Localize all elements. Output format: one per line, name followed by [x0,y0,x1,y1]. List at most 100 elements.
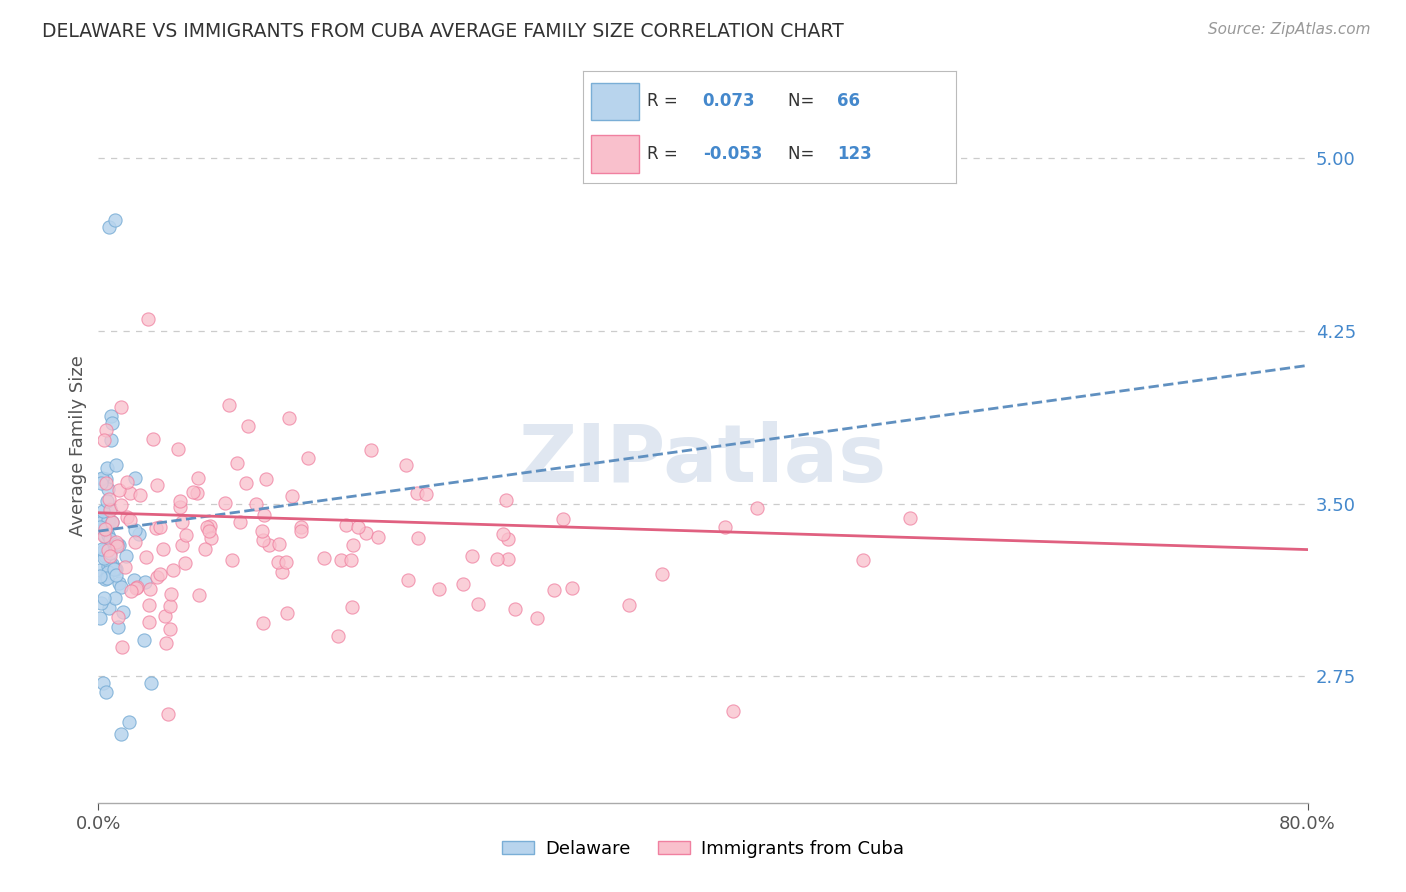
Delaware [107,619,129,633]
Delaware [97,514,120,528]
Immigrants from Cuba [138,615,160,629]
Delaware [91,541,114,556]
Immigrants from Cuba [136,312,159,326]
Immigrants from Cuba [314,550,336,565]
Delaware [110,727,132,741]
Delaware [104,213,127,227]
Immigrants from Cuba [271,566,294,580]
Immigrants from Cuba [852,553,875,567]
Immigrants from Cuba [461,549,484,563]
Delaware [101,416,124,430]
Text: R =: R = [647,93,683,111]
Delaware [118,715,141,730]
Delaware [94,685,117,699]
Immigrants from Cuba [257,538,280,552]
Immigrants from Cuba [124,535,146,549]
Immigrants from Cuba [186,486,208,500]
Immigrants from Cuba [142,432,165,446]
Delaware [97,528,120,542]
Immigrants from Cuba [396,573,419,587]
Immigrants from Cuba [360,443,382,458]
Immigrants from Cuba [252,615,274,630]
Delaware [94,472,117,486]
Immigrants from Cuba [235,476,257,491]
Immigrants from Cuba [172,515,194,529]
Immigrants from Cuba [118,513,141,527]
Immigrants from Cuba [146,478,169,492]
Delaware [100,433,122,447]
Delaware [96,524,118,538]
Immigrants from Cuba [297,451,319,466]
Immigrants from Cuba [169,500,191,515]
Immigrants from Cuba [245,497,267,511]
Immigrants from Cuba [94,476,117,491]
Text: -0.053: -0.053 [703,145,762,163]
Immigrants from Cuba [406,486,429,500]
Immigrants from Cuba [226,456,249,470]
Immigrants from Cuba [198,524,221,538]
Delaware [132,632,155,647]
Delaware [105,568,128,582]
Delaware [98,533,121,547]
Delaware [98,220,121,235]
Immigrants from Cuba [107,610,129,624]
Delaware [98,546,121,560]
Immigrants from Cuba [195,520,218,534]
Immigrants from Cuba [187,471,209,485]
Delaware [112,606,135,620]
Immigrants from Cuba [127,580,149,594]
Delaware [128,526,150,541]
Delaware [134,575,156,590]
Delaware [90,595,112,609]
Immigrants from Cuba [138,598,160,612]
Delaware [91,472,114,486]
Immigrants from Cuba [187,588,209,602]
Immigrants from Cuba [214,496,236,510]
Immigrants from Cuba [162,563,184,577]
Immigrants from Cuba [467,597,489,611]
Y-axis label: Average Family Size: Average Family Size [69,356,87,536]
Immigrants from Cuba [354,525,377,540]
Immigrants from Cuba [120,485,142,500]
Immigrants from Cuba [543,583,565,598]
Immigrants from Cuba [129,488,152,502]
Immigrants from Cuba [110,498,132,512]
Delaware [104,562,127,576]
Immigrants from Cuba [166,442,188,456]
Immigrants from Cuba [551,512,574,526]
Immigrants from Cuba [159,622,181,636]
Legend: Delaware, Immigrants from Cuba: Delaware, Immigrants from Cuba [495,833,911,865]
Immigrants from Cuba [114,560,136,574]
Immigrants from Cuba [159,599,181,614]
Delaware [90,471,112,485]
Immigrants from Cuba [125,582,148,596]
Immigrants from Cuba [561,581,583,595]
Delaware [94,549,117,563]
Delaware [105,537,128,551]
Immigrants from Cuba [105,539,128,553]
Immigrants from Cuba [900,511,922,525]
Delaware [104,458,127,473]
Delaware [108,538,131,552]
Immigrants from Cuba [395,458,418,472]
Immigrants from Cuba [149,567,172,582]
Immigrants from Cuba [276,606,298,620]
Immigrants from Cuba [155,636,177,650]
Delaware [89,611,111,625]
Immigrants from Cuba [495,492,517,507]
Delaware [104,591,127,605]
Immigrants from Cuba [492,526,515,541]
Immigrants from Cuba [290,524,312,538]
Immigrants from Cuba [714,520,737,534]
Immigrants from Cuba [98,549,121,563]
Immigrants from Cuba [252,533,274,548]
Immigrants from Cuba [110,400,132,414]
Delaware [97,482,120,496]
Delaware [100,409,122,423]
Immigrants from Cuba [274,555,297,569]
Immigrants from Cuba [229,515,252,529]
Delaware [91,504,114,518]
Delaware [91,676,114,690]
Delaware [93,551,115,566]
Immigrants from Cuba [367,530,389,544]
